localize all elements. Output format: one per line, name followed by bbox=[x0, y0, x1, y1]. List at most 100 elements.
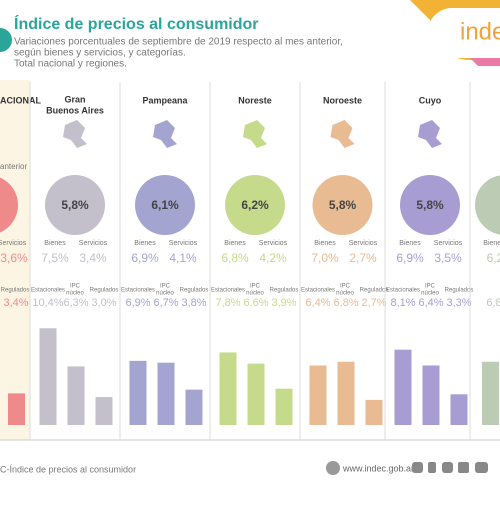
label: Bienes bbox=[224, 240, 246, 247]
label: Regulados bbox=[90, 288, 119, 294]
label: 3,5% bbox=[434, 251, 462, 265]
label: 2,7% bbox=[361, 297, 386, 309]
label: Regulados bbox=[1, 288, 30, 294]
url[interactable]: www.indec.gob.ar bbox=[342, 463, 414, 473]
label: 6,9% bbox=[125, 297, 150, 309]
twitter[interactable] bbox=[412, 462, 423, 473]
bar bbox=[422, 365, 440, 425]
subtitle: Total nacional y regiones. bbox=[14, 59, 127, 70]
bar bbox=[39, 328, 57, 425]
bar bbox=[67, 366, 85, 425]
label: 6,9% bbox=[131, 251, 159, 265]
label: 7,8% bbox=[215, 297, 240, 309]
label: IPC bbox=[425, 284, 436, 290]
subtitle: Variaciones porcentuales de septiembre d… bbox=[14, 37, 343, 48]
label: Pampeana bbox=[142, 95, 188, 105]
label: Bienes bbox=[483, 240, 500, 247]
ipc-circle bbox=[475, 175, 500, 235]
label: 3,0% bbox=[91, 297, 116, 309]
label: Estacionales bbox=[31, 288, 65, 294]
label: Servicios bbox=[169, 240, 198, 247]
label: 6,1% bbox=[151, 198, 179, 212]
label: núcleo bbox=[246, 291, 264, 297]
label: 7,0% bbox=[311, 251, 339, 265]
title-icon bbox=[0, 28, 12, 52]
label: Buenos Aires bbox=[46, 105, 104, 115]
region-map bbox=[330, 120, 355, 148]
label: Bienes bbox=[399, 240, 421, 247]
social-icons bbox=[412, 462, 488, 473]
label: 5,8% bbox=[61, 198, 89, 212]
label: 6,4% bbox=[418, 297, 443, 309]
label: IPC bbox=[250, 284, 261, 290]
label: 5,8% bbox=[416, 198, 444, 212]
label: Cuyo bbox=[419, 95, 442, 105]
label: 6,8 bbox=[486, 297, 500, 309]
label: 6,9% bbox=[396, 251, 424, 265]
label: Bienes bbox=[134, 240, 156, 247]
label: 6,4% bbox=[305, 297, 330, 309]
label: núcleo bbox=[156, 291, 174, 297]
label: 3,4% bbox=[3, 297, 28, 309]
label: 6,3% bbox=[63, 297, 88, 309]
bar bbox=[95, 397, 113, 425]
bar bbox=[8, 393, 25, 425]
label: 6,6% bbox=[243, 297, 268, 309]
label: Regulados bbox=[270, 288, 299, 294]
label: 6,2 bbox=[487, 251, 500, 265]
label: Estacionales bbox=[301, 288, 335, 294]
label: 3,4% bbox=[79, 251, 107, 265]
label: Noreste bbox=[238, 95, 272, 105]
instagram[interactable] bbox=[442, 462, 453, 473]
logo-bg bbox=[427, 8, 500, 59]
national-panel bbox=[0, 80, 30, 440]
label: 5,8% bbox=[329, 198, 357, 212]
bar bbox=[394, 349, 412, 425]
bar bbox=[309, 365, 327, 425]
region-map bbox=[243, 120, 267, 148]
ipc-circle bbox=[45, 175, 105, 235]
label: Bienes bbox=[44, 240, 66, 247]
label: 2,7% bbox=[349, 251, 377, 265]
bar bbox=[275, 388, 293, 425]
label: núcleo bbox=[336, 291, 354, 297]
label: 8,1% bbox=[390, 297, 415, 309]
label: IPC bbox=[340, 284, 351, 290]
title: Índice de precios al consumidor bbox=[14, 14, 259, 33]
label: IPC bbox=[160, 284, 171, 290]
label: IPC bbox=[70, 284, 81, 290]
bar bbox=[157, 362, 175, 425]
ipc-circle bbox=[135, 175, 195, 235]
logo: indec bbox=[460, 18, 500, 45]
bar bbox=[482, 361, 499, 425]
bar bbox=[247, 363, 265, 425]
region-map bbox=[63, 120, 87, 148]
label: 4,1% bbox=[169, 251, 197, 265]
facebook[interactable] bbox=[428, 462, 436, 473]
label: Estacionales bbox=[211, 288, 245, 294]
label: 3,8% bbox=[181, 297, 206, 309]
label: Servicios bbox=[0, 240, 27, 247]
youtube[interactable] bbox=[475, 462, 488, 473]
label: Regulados bbox=[180, 288, 209, 294]
ipc-circle bbox=[0, 177, 18, 233]
subtitle: según bienes y servicios, y categorías. bbox=[14, 48, 186, 59]
note: anterior bbox=[0, 162, 27, 171]
label: Estacionales bbox=[386, 288, 420, 294]
linkedin[interactable] bbox=[458, 462, 469, 473]
label: Servicios bbox=[434, 240, 463, 247]
label: núcleo bbox=[66, 291, 84, 297]
label: 6,8% bbox=[333, 297, 358, 309]
label: 6,8% bbox=[221, 251, 249, 265]
bar bbox=[337, 361, 355, 425]
label: 3,9% bbox=[271, 297, 296, 309]
label: Gran bbox=[64, 94, 85, 104]
label: Regulados bbox=[360, 288, 389, 294]
bar bbox=[185, 389, 203, 425]
web-icon bbox=[326, 461, 340, 475]
logo-accent bbox=[470, 58, 500, 66]
bar bbox=[219, 352, 237, 425]
ipc-circle bbox=[225, 175, 285, 235]
